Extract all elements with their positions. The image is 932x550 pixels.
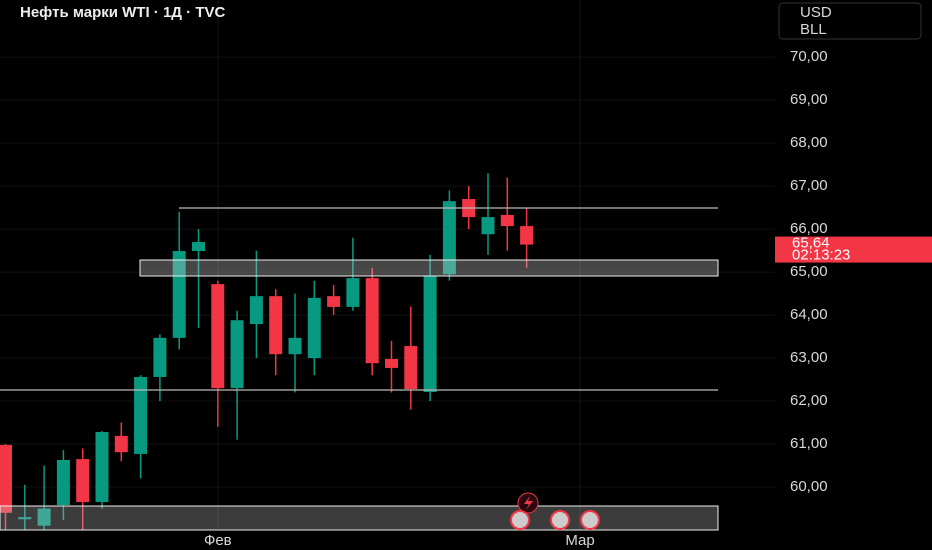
candle-body bbox=[269, 296, 283, 355]
candle-body bbox=[211, 284, 225, 389]
candle-body bbox=[249, 296, 263, 325]
x-tick-label: Фев bbox=[204, 532, 232, 549]
y-tick-label: 70,00 bbox=[790, 48, 828, 65]
last-price: 65,64 bbox=[792, 235, 830, 252]
candle-body bbox=[346, 278, 360, 307]
candle-body bbox=[18, 517, 32, 520]
candle-body bbox=[385, 358, 398, 368]
flash-icon bbox=[524, 496, 533, 510]
candle-body bbox=[500, 214, 514, 227]
candle-body bbox=[327, 296, 341, 307]
candle-body bbox=[404, 346, 418, 390]
y-tick-label: 61,00 bbox=[790, 435, 828, 452]
zone-box bbox=[0, 505, 719, 531]
candle-body bbox=[481, 217, 495, 235]
chart-title: Нефть марки WTI · 1Д · TVC bbox=[20, 4, 225, 21]
candle-body bbox=[365, 278, 379, 364]
candle-body bbox=[56, 459, 70, 506]
y-tick-label: 69,00 bbox=[790, 91, 828, 108]
candle-body bbox=[172, 251, 186, 338]
unit: BLL bbox=[800, 21, 827, 38]
y-tick-label: 63,00 bbox=[790, 349, 828, 366]
candle-body bbox=[307, 297, 321, 359]
candle-body bbox=[95, 431, 109, 503]
candle-body bbox=[442, 201, 456, 275]
y-tick-label: 68,00 bbox=[790, 134, 828, 151]
zone-box bbox=[139, 259, 719, 277]
x-tick-label: Мар bbox=[565, 532, 594, 549]
currency-box[interactable] bbox=[778, 2, 922, 40]
flag-icons[interactable] bbox=[510, 510, 600, 530]
candle-body bbox=[114, 435, 128, 453]
candle-body bbox=[192, 242, 205, 252]
candle-body bbox=[423, 275, 437, 393]
last-price-box bbox=[775, 236, 932, 263]
candle-body bbox=[134, 376, 148, 454]
y-tick-label: 64,00 bbox=[790, 306, 828, 323]
candle-body bbox=[288, 337, 302, 355]
candle-body bbox=[520, 226, 534, 245]
candle-body bbox=[230, 320, 244, 389]
countdown: 02:13:23 bbox=[792, 247, 850, 264]
y-tick-label: 67,00 bbox=[790, 177, 828, 194]
y-tick-label: 66,00 bbox=[790, 220, 828, 237]
currency: USD bbox=[800, 4, 832, 21]
y-tick-label: 65,00 bbox=[790, 263, 828, 280]
y-tick-label: 62,00 bbox=[790, 392, 828, 409]
candle-body bbox=[0, 444, 12, 513]
y-tick-label: 60,00 bbox=[790, 478, 828, 495]
candle-body bbox=[153, 337, 167, 377]
candle-body bbox=[37, 508, 51, 526]
candle-body bbox=[76, 459, 90, 503]
